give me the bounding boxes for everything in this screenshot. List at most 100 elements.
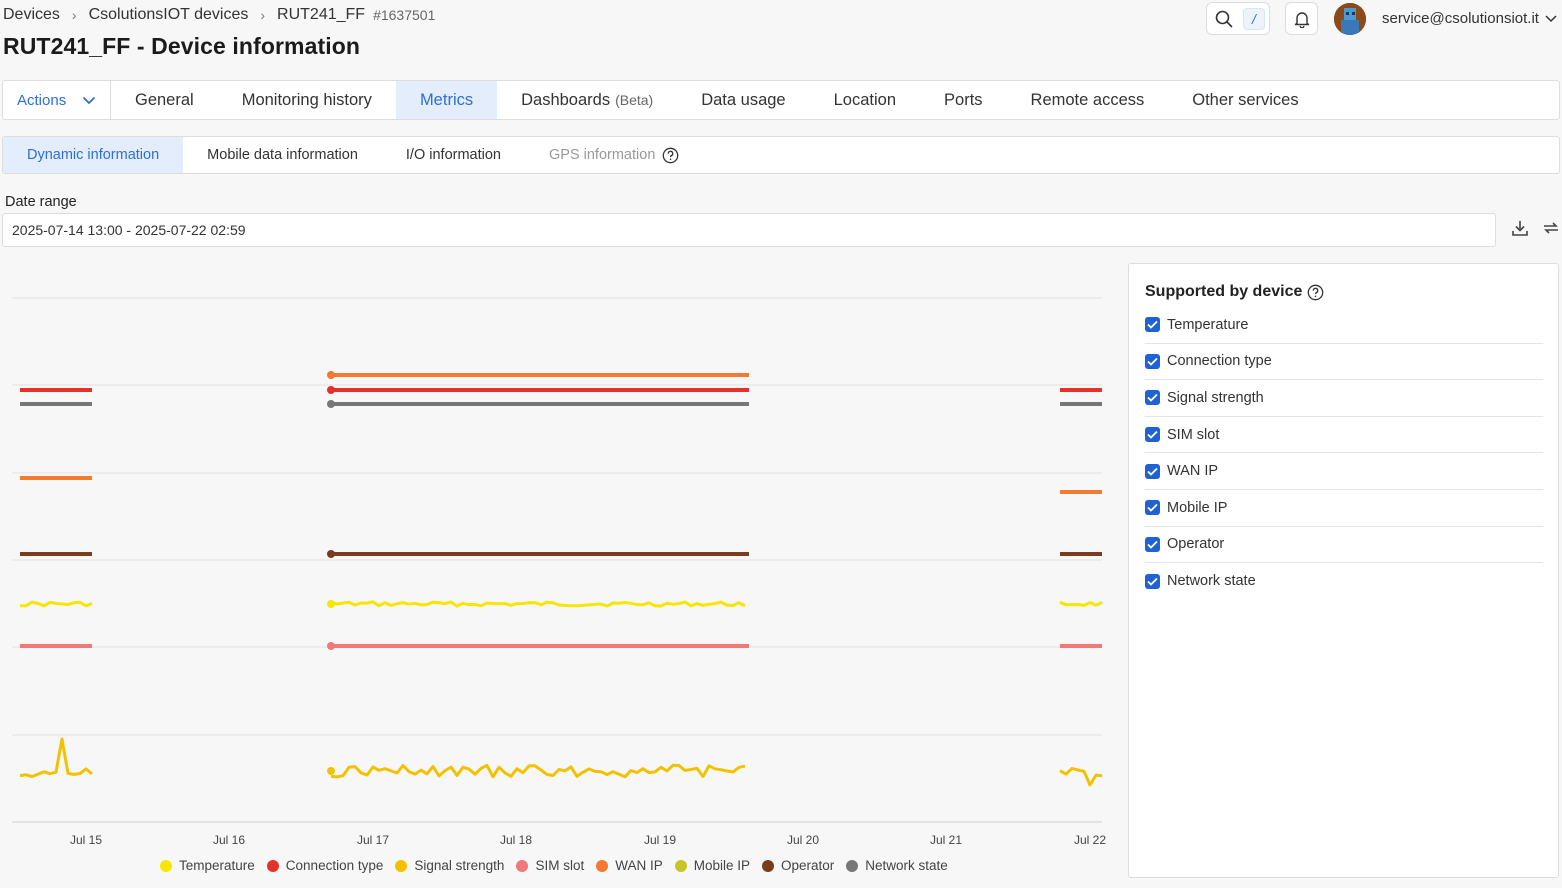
supported-metrics-list: Temperature Connection type Signal strengt… — [1145, 307, 1543, 600]
metric-label: Signal strength — [1167, 389, 1264, 406]
metric-toggle-wan-ip[interactable]: WAN IP — [1145, 453, 1543, 490]
sub-tabs: Dynamic information Mobile data informat… — [2, 136, 1560, 174]
metric-label: SIM slot — [1167, 426, 1220, 443]
legend-item[interactable]: Connection type — [266, 858, 384, 873]
legend-dot — [596, 859, 609, 872]
series-start-point — [327, 386, 335, 394]
chevron-down-icon — [82, 96, 96, 104]
checkbox[interactable] — [1145, 317, 1160, 333]
search-icon — [1215, 10, 1233, 27]
check-icon — [1147, 504, 1158, 513]
tab-dashboards-label: Dashboards — [521, 90, 611, 109]
tab-dashboards[interactable]: Dashboards (Beta) — [497, 81, 677, 119]
date-range-label: Date range — [5, 194, 77, 210]
metric-toggle-temperature[interactable]: Temperature — [1145, 307, 1543, 344]
legend-dot — [674, 859, 687, 872]
download-icon — [1512, 221, 1528, 236]
chart-legend: Temperature Connection type Signal strengt… — [160, 858, 960, 873]
x-tick-label: Jul 15 — [70, 833, 102, 847]
metric-toggle-connection-type[interactable]: Connection type — [1145, 344, 1543, 381]
chevron-down-icon — [1545, 14, 1557, 22]
metric-label: Operator — [1167, 536, 1225, 553]
legend-item[interactable]: Network state — [846, 858, 948, 873]
tab-general[interactable]: General — [135, 90, 194, 109]
tab-metrics[interactable]: Metrics — [395, 81, 498, 119]
breadcrumb-device: RUT241_FF — [277, 6, 366, 23]
metric-toggle-operator[interactable]: Operator — [1145, 527, 1543, 564]
tab-location[interactable]: Location — [833, 90, 897, 109]
series-start-point — [327, 767, 335, 775]
x-tick-label: Jul 17 — [357, 833, 389, 847]
subtab-gps-label: GPS information — [549, 147, 656, 163]
user-menu[interactable]: service@csolutionsiot.it — [1382, 10, 1557, 27]
breadcrumb-csolutionsiot-devices[interactable]: CsolutionsIOT devices — [88, 6, 249, 23]
check-icon — [1147, 394, 1158, 403]
legend-item[interactable]: SIM slot — [516, 858, 584, 873]
date-range-input[interactable] — [2, 213, 1496, 247]
check-icon — [1147, 467, 1158, 476]
download-button[interactable] — [1507, 215, 1533, 241]
supported-panel: Supported by device Temperature Connectio… — [1128, 263, 1559, 878]
series-start-point — [327, 550, 335, 558]
metric-label: WAN IP — [1167, 463, 1219, 480]
tab-other-services[interactable]: Other services — [1192, 90, 1299, 109]
metric-toggle-mobile-ip[interactable]: Mobile IP — [1145, 490, 1543, 527]
help-icon[interactable] — [662, 147, 679, 164]
main-tabs: Actions General Monitoring history Metri… — [2, 80, 1560, 120]
check-icon — [1147, 577, 1158, 586]
refresh-button[interactable] — [1538, 215, 1562, 241]
refresh-icon — [1544, 222, 1558, 234]
check-icon — [1147, 357, 1158, 366]
supported-panel-title: Supported by device — [1145, 283, 1324, 301]
legend-item[interactable]: Signal strength — [395, 858, 504, 873]
metric-label: Temperature — [1167, 316, 1249, 333]
help-icon[interactable] — [1307, 284, 1324, 301]
series-line — [1059, 766, 1103, 787]
checkbox[interactable] — [1145, 427, 1160, 443]
subtab-mobile-data-information[interactable]: Mobile data information — [207, 147, 358, 163]
check-icon — [1147, 321, 1158, 330]
checkbox[interactable] — [1145, 573, 1160, 589]
subtab-io-information[interactable]: I/O information — [405, 147, 501, 163]
x-tick-label: Jul 22 — [1074, 833, 1106, 847]
legend-dot — [762, 859, 774, 872]
legend-item[interactable]: Operator — [762, 858, 834, 873]
tab-data-usage[interactable]: Data usage — [701, 90, 786, 109]
checkbox[interactable] — [1145, 463, 1160, 479]
checkbox[interactable] — [1145, 500, 1160, 516]
tab-ports[interactable]: Ports — [944, 90, 983, 109]
supported-title-text: Supported by device — [1145, 283, 1303, 300]
subtab-dynamic-information[interactable]: Dynamic information — [3, 137, 184, 173]
actions-dropdown[interactable]: Actions — [3, 81, 111, 119]
breadcrumb-devices[interactable]: Devices — [3, 6, 60, 23]
actions-label: Actions — [17, 91, 67, 109]
x-tick-label: Jul 18 — [500, 833, 532, 847]
series-line — [19, 737, 93, 778]
checkbox[interactable] — [1145, 390, 1160, 406]
metric-toggle-signal-strength[interactable]: Signal strength — [1145, 380, 1543, 417]
series-start-point — [327, 600, 335, 608]
legend-dot — [516, 859, 529, 872]
legend-item[interactable]: WAN IP — [596, 858, 663, 873]
legend-label: Mobile IP — [693, 858, 750, 873]
tab-monitoring-history[interactable]: Monitoring history — [241, 90, 372, 109]
search-button[interactable]: / — [1206, 2, 1270, 35]
notifications-button[interactable] — [1285, 2, 1318, 35]
checkbox[interactable] — [1145, 353, 1160, 369]
metric-label: Mobile IP — [1167, 499, 1228, 516]
metric-toggle-network-state[interactable]: Network state — [1145, 563, 1543, 600]
x-tick-label: Jul 21 — [930, 833, 962, 847]
avatar[interactable] — [1334, 3, 1366, 35]
legend-dot — [395, 859, 408, 872]
metric-toggle-sim-slot[interactable]: SIM slot — [1145, 417, 1543, 454]
series-line — [330, 600, 746, 608]
chevron-right-icon: › — [260, 7, 266, 23]
legend-item[interactable]: Temperature — [160, 858, 255, 873]
legend-label: Connection type — [285, 858, 384, 873]
legend-item[interactable]: Mobile IP — [674, 858, 750, 873]
tab-remote-access[interactable]: Remote access — [1030, 90, 1145, 109]
checkbox[interactable] — [1145, 536, 1160, 552]
legend-dot — [160, 859, 172, 872]
series-line — [19, 600, 93, 608]
series-start-point — [327, 642, 335, 650]
